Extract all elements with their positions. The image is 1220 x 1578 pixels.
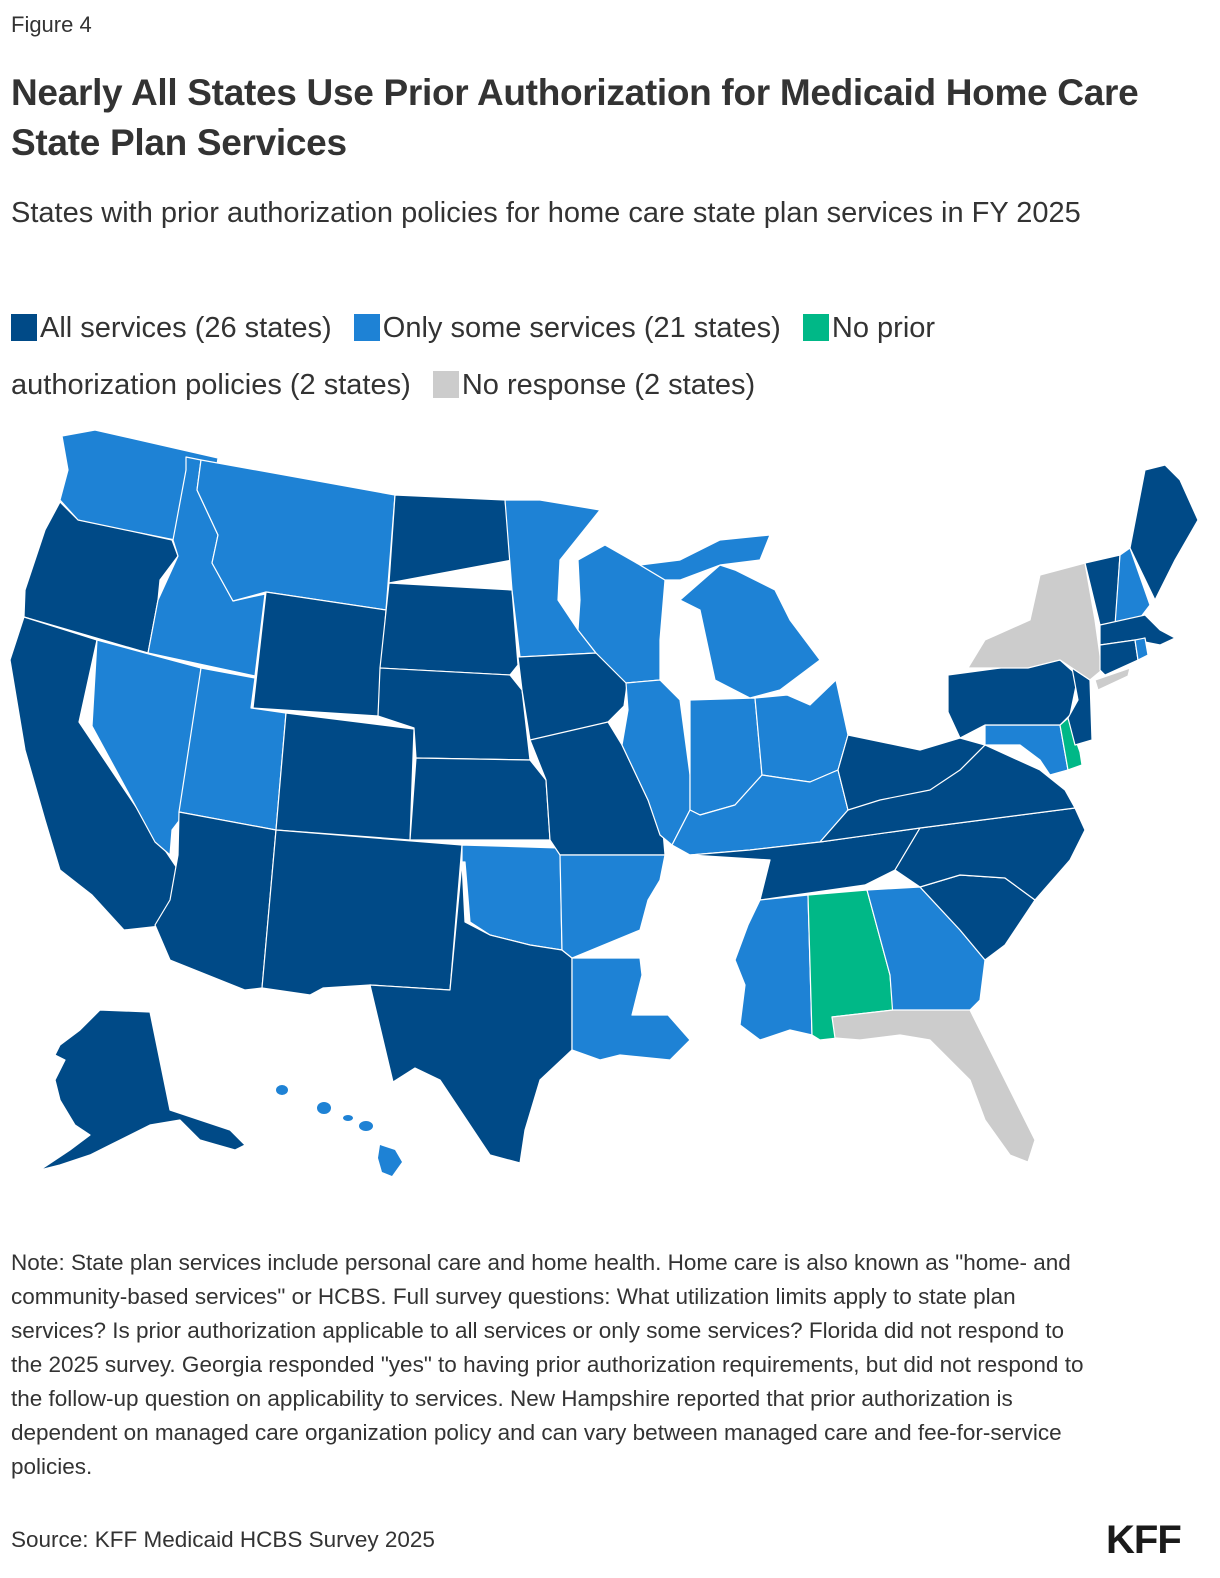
legend-swatch-no-response bbox=[432, 371, 459, 398]
state-hi[interactable] bbox=[276, 1085, 402, 1176]
state-co[interactable] bbox=[275, 712, 415, 841]
legend-swatch-none bbox=[802, 314, 829, 341]
state-wv[interactable] bbox=[837, 734, 986, 811]
state-mt[interactable] bbox=[196, 459, 396, 611]
state-fl[interactable] bbox=[831, 1009, 1036, 1163]
state-mn[interactable] bbox=[504, 499, 601, 658]
legend-label: No response (2 states) bbox=[461, 369, 756, 401]
state-ri[interactable] bbox=[1134, 637, 1149, 661]
state-wy[interactable] bbox=[252, 591, 387, 717]
us-map bbox=[0, 420, 1220, 1210]
legend-swatch-some bbox=[353, 314, 380, 341]
figure-label: Figure 4 bbox=[11, 12, 92, 37]
state-me[interactable] bbox=[1129, 464, 1199, 601]
state-az[interactable] bbox=[154, 811, 277, 991]
state-nh[interactable] bbox=[1114, 547, 1151, 626]
state-tx[interactable] bbox=[369, 861, 573, 1164]
legend-swatch-all bbox=[11, 314, 37, 341]
state-or[interactable] bbox=[23, 501, 179, 654]
legend-label: All services (26 states) bbox=[40, 312, 332, 344]
legend-item-no-policies[interactable]: No prior authorization policies (2 state… bbox=[11, 312, 935, 401]
legend-item-some-services[interactable]: Only some services (21 states) bbox=[353, 312, 781, 344]
chart-subtitle: States with prior authorization policies… bbox=[11, 197, 1081, 229]
state-ms[interactable] bbox=[734, 894, 813, 1041]
state-ca[interactable] bbox=[9, 616, 191, 931]
state-sd[interactable] bbox=[379, 582, 519, 676]
legend-item-no-response[interactable]: No response (2 states) bbox=[432, 369, 756, 401]
state-mi-up[interactable] bbox=[639, 534, 771, 581]
state-oh[interactable] bbox=[754, 679, 849, 783]
footnote: Note: State plan services include person… bbox=[11, 1250, 1084, 1479]
state-ar[interactable] bbox=[559, 854, 666, 959]
state-ny-li[interactable] bbox=[1094, 667, 1131, 691]
legend-item-all-services[interactable]: All services (26 states) bbox=[11, 312, 332, 344]
chart-title: Nearly All States Use Prior Authorizatio… bbox=[11, 72, 1139, 163]
legend-label: Only some services (21 states) bbox=[382, 312, 781, 344]
source-line: Source: KFF Medicaid HCBS Survey 2025 bbox=[11, 1527, 435, 1552]
state-la[interactable] bbox=[571, 957, 691, 1061]
state-mi[interactable] bbox=[679, 564, 821, 699]
state-ks[interactable] bbox=[409, 757, 551, 841]
state-nm[interactable] bbox=[261, 829, 463, 996]
state-nd[interactable] bbox=[388, 494, 513, 584]
state-ct[interactable] bbox=[1099, 639, 1139, 676]
legend-label: No prior authorization policies (2 state… bbox=[11, 312, 936, 401]
state-pa[interactable] bbox=[947, 659, 1079, 739]
kff-logo: KFF bbox=[1106, 1518, 1182, 1562]
state-ny[interactable] bbox=[967, 562, 1103, 681]
legend: All services (26 states) Only some servi… bbox=[11, 300, 1091, 414]
state-ak[interactable] bbox=[39, 1009, 246, 1171]
